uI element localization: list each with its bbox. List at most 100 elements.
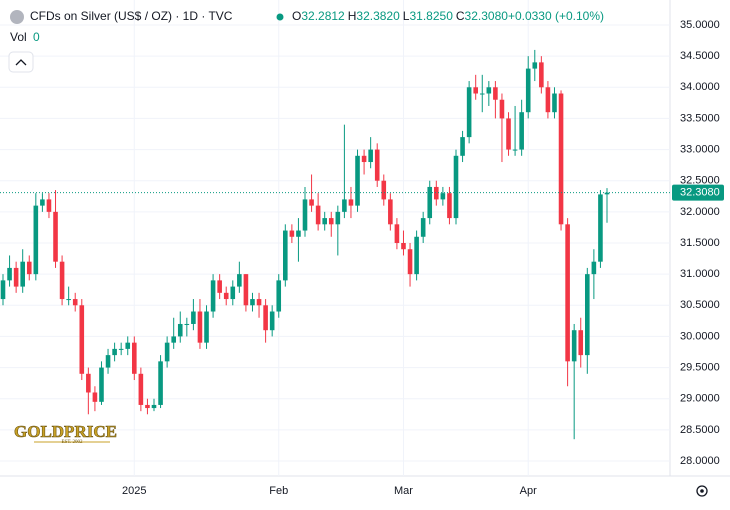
candle-body — [46, 199, 52, 212]
y-tick-label: 29.5000 — [680, 361, 720, 373]
candle-body — [283, 230, 288, 281]
y-tick-label: 30.0000 — [680, 330, 720, 342]
y-tick-label: 33.0000 — [680, 143, 720, 155]
candle-body — [493, 87, 498, 100]
candle-body — [7, 267, 12, 281]
candle-body — [118, 348, 124, 350]
candle-body — [250, 299, 255, 306]
y-tick-label: 32.0000 — [680, 206, 720, 218]
legend-value: 32.2812 — [301, 9, 345, 23]
last-price-badge — [672, 184, 724, 201]
candle-body — [453, 155, 459, 219]
y-tick-label: 32.5000 — [680, 175, 720, 187]
candle-body — [539, 62, 544, 88]
candle-body — [33, 205, 39, 275]
logo-text: GOLDPRICE — [14, 422, 117, 441]
candle-body — [164, 342, 170, 362]
candle-body — [66, 299, 71, 301]
candle-body — [243, 274, 249, 306]
y-tick-label: 35.0000 — [680, 19, 720, 31]
legend-value: 32.3820 — [356, 9, 400, 23]
x-tick-label: Mar — [394, 485, 413, 497]
candle-body — [506, 118, 511, 150]
overlay: CFDs on Silver (US$ / OZ) · 1D · TVC O32… — [0, 9, 724, 497]
candle-body — [53, 211, 58, 262]
settings-icon[interactable] — [696, 485, 708, 497]
grid — [0, 0, 670, 476]
candle-body — [381, 180, 387, 200]
candle-body — [171, 336, 176, 343]
candle-body — [151, 404, 157, 409]
collapse-button[interactable] — [8, 51, 34, 73]
y-tick-label: 28.5000 — [680, 424, 720, 436]
candle-body — [315, 205, 321, 225]
candle-body — [79, 305, 85, 374]
candle-body — [276, 280, 282, 312]
candle-body — [545, 87, 551, 113]
candle-body — [414, 236, 419, 275]
candle-body — [177, 323, 183, 337]
y-tick-label: 33.5000 — [680, 112, 720, 124]
candle-body — [361, 155, 367, 163]
candle-body — [466, 87, 472, 138]
candle-body — [289, 230, 295, 237]
candle-body — [40, 199, 45, 206]
candle-body — [204, 311, 209, 343]
candle-body — [72, 299, 78, 306]
settings-icon-center — [700, 489, 704, 493]
candle-body — [552, 93, 557, 113]
collapse-icon — [15, 59, 27, 66]
volume-label: Vol — [10, 30, 27, 44]
last-price-label: 32.3080 — [680, 187, 720, 199]
candle-body — [591, 261, 597, 275]
candle-body — [230, 286, 236, 300]
candle-body — [532, 62, 538, 69]
symbol-icon — [10, 10, 24, 24]
legend-value: 32.3080 — [465, 9, 509, 23]
logo-est: EST. 2002 — [61, 440, 83, 445]
candle-body — [407, 249, 413, 275]
candle-body — [237, 274, 242, 287]
legend-key: L — [403, 9, 410, 23]
candle-body — [598, 194, 603, 262]
candle-body — [335, 211, 341, 225]
y-tick-label: 29.0000 — [680, 393, 720, 405]
candle-body — [578, 330, 584, 356]
legend-key: O — [292, 9, 301, 23]
candle-body — [585, 274, 590, 356]
candle-body — [158, 361, 163, 405]
y-tick-label: 30.5000 — [680, 299, 720, 311]
candle-body — [368, 149, 373, 163]
y-tick-label: 31.0000 — [680, 268, 720, 280]
candle-body — [440, 193, 446, 200]
candle-body — [328, 218, 334, 225]
candle-body — [420, 218, 426, 237]
y-tick-label: 28.0000 — [680, 455, 720, 467]
status-dot — [276, 13, 284, 21]
candle-body — [132, 342, 137, 374]
candle-body — [125, 342, 131, 349]
candle-body — [184, 323, 190, 325]
chart-title: CFDs on Silver (US$ / OZ) · 1D · TVC — [30, 9, 233, 23]
candle-body — [479, 93, 485, 95]
legend-key: H — [348, 9, 357, 23]
candle-body — [302, 199, 308, 231]
candle-body — [388, 199, 393, 225]
ohlc-legend: O32.2812 H32.3820 L31.8250 C32.3080+0.0330 … — [292, 9, 604, 23]
candle-body — [427, 186, 433, 219]
candle-body — [0, 280, 6, 300]
legend-value: 31.8250 — [409, 9, 453, 23]
candle-body — [473, 87, 478, 94]
candle-body — [460, 137, 465, 156]
candle-body — [394, 224, 400, 243]
candle-body — [145, 404, 150, 409]
candle-body — [447, 193, 452, 219]
candle-body — [558, 93, 564, 225]
candle-body — [269, 311, 275, 331]
candle-body — [525, 68, 531, 113]
y-tick-label: 34.0000 — [680, 81, 720, 93]
candle-body — [571, 330, 577, 362]
candle-body — [374, 149, 380, 181]
candle-body — [401, 243, 406, 250]
